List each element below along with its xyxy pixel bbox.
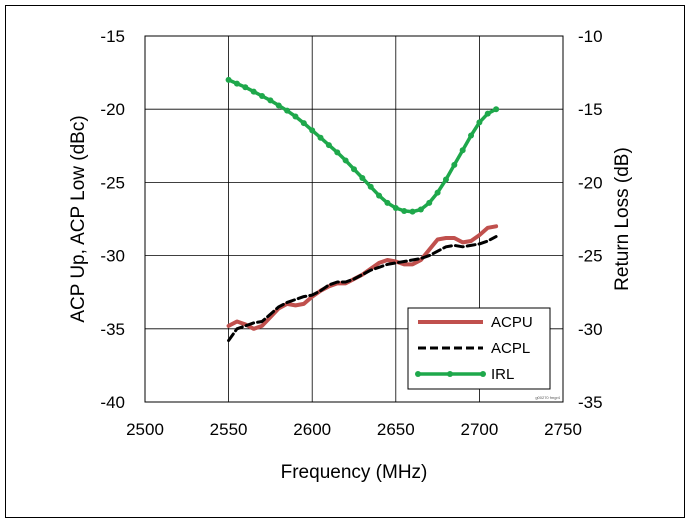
series-point-irl-22 bbox=[409, 208, 416, 215]
series-point-irl-18 bbox=[376, 192, 383, 199]
data-series bbox=[225, 76, 500, 342]
right-y-tick-label-2: -25 bbox=[578, 247, 603, 266]
series-point-irl-31 bbox=[484, 110, 491, 117]
legend-marker-irl-0 bbox=[415, 371, 421, 377]
series-point-irl-23 bbox=[417, 206, 424, 213]
legend-label-irl: IRL bbox=[491, 366, 514, 383]
series-point-irl-0 bbox=[225, 76, 232, 83]
left-y-tick-label-4: -20 bbox=[100, 100, 125, 119]
series-point-irl-12 bbox=[325, 142, 332, 149]
series-point-irl-21 bbox=[401, 207, 408, 214]
right-y-axis-title: Return Loss (dB) bbox=[612, 147, 633, 291]
series-point-irl-13 bbox=[334, 149, 341, 156]
legend-label-acpl: ACPL bbox=[491, 340, 530, 357]
left-y-tick-label-0: -40 bbox=[100, 393, 125, 412]
legend: ACPU ACPL IRL bbox=[407, 307, 551, 390]
right-y-tick-label-3: -20 bbox=[578, 173, 603, 192]
right-y-tick-label-5: -10 bbox=[578, 27, 603, 46]
legend-label-acpu: ACPU bbox=[491, 314, 533, 331]
series-point-irl-28 bbox=[459, 147, 466, 154]
series-point-irl-30 bbox=[476, 119, 483, 126]
right-y-tick-label-1: -30 bbox=[578, 320, 603, 339]
x-tick-label-3: 2650 bbox=[377, 420, 415, 439]
legend-marker-irl-1 bbox=[447, 371, 453, 377]
series-point-irl-5 bbox=[267, 97, 274, 104]
series-line-acpl bbox=[227, 235, 498, 342]
series-point-irl-14 bbox=[342, 157, 349, 164]
x-tick-label-0: 2500 bbox=[126, 420, 164, 439]
series-point-irl-10 bbox=[309, 127, 316, 134]
series-point-irl-11 bbox=[317, 134, 324, 141]
series-point-irl-2 bbox=[242, 84, 249, 91]
series-point-irl-9 bbox=[300, 120, 307, 127]
x-tick-label-1: 2550 bbox=[210, 420, 248, 439]
left-y-tick-label-3: -25 bbox=[100, 173, 125, 192]
right-y-tick-label-0: -35 bbox=[578, 393, 603, 412]
left-y-tick-label-1: -35 bbox=[100, 320, 125, 339]
left-y-tick-label-5: -15 bbox=[100, 27, 125, 46]
x-axis-title: Frequency (MHz) bbox=[281, 462, 428, 483]
series-point-irl-20 bbox=[392, 205, 399, 212]
figure-id-watermark: g00270 fmgr4 bbox=[535, 395, 560, 400]
series-point-irl-1 bbox=[233, 80, 240, 87]
plot-area bbox=[144, 35, 564, 403]
series-point-irl-27 bbox=[451, 161, 458, 168]
chart-frame bbox=[5, 5, 685, 518]
series-point-irl-4 bbox=[259, 93, 266, 100]
series-point-irl-7 bbox=[284, 107, 291, 114]
x-tick-label-2: 2600 bbox=[293, 420, 331, 439]
series-point-irl-29 bbox=[468, 132, 475, 139]
x-tick-label-4: 2700 bbox=[460, 420, 498, 439]
series-point-irl-15 bbox=[351, 166, 357, 173]
series-point-irl-25 bbox=[434, 189, 441, 196]
series-point-irl-6 bbox=[275, 102, 282, 109]
series-point-irl-8 bbox=[292, 113, 299, 120]
series-point-irl-17 bbox=[367, 183, 374, 190]
series-line-acpu bbox=[226, 224, 499, 331]
legend-marker-irl-2 bbox=[480, 371, 486, 377]
series-point-irl-16 bbox=[359, 175, 366, 182]
left-y-tick-label-2: -30 bbox=[100, 247, 125, 266]
series-point-irl-3 bbox=[250, 88, 257, 95]
series-point-irl-19 bbox=[384, 199, 391, 206]
tick-labels: 2500 2550 2600 2650 2700 2750 -40 -35 -30 -25 -20 -… bbox=[100, 27, 602, 439]
series-point-irl-26 bbox=[442, 176, 449, 183]
right-y-tick-label-4: -15 bbox=[578, 100, 603, 119]
left-y-axis-title: ACP Up, ACP Low (dBc) bbox=[68, 115, 89, 322]
series-point-irl-32 bbox=[493, 106, 500, 113]
series-point-irl-24 bbox=[426, 199, 433, 206]
x-tick-label-5: 2750 bbox=[544, 420, 582, 439]
